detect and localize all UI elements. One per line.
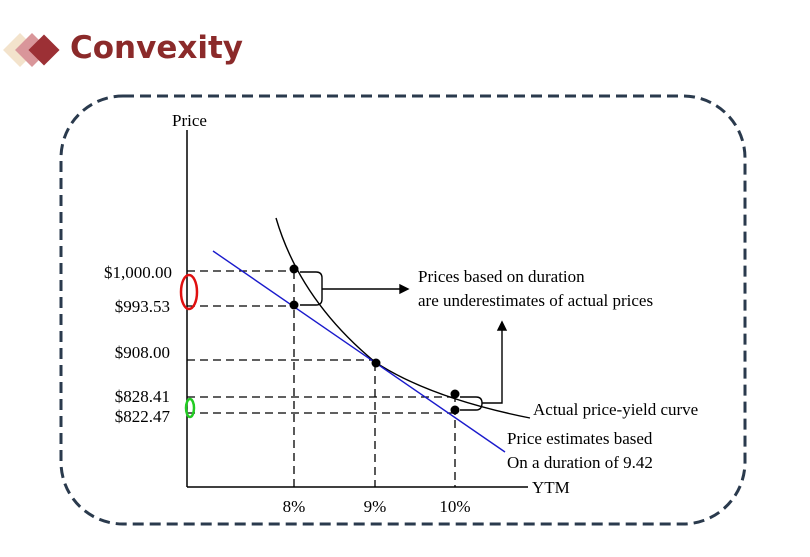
x-tick: 10% (439, 497, 470, 516)
dashed-frame (59, 94, 747, 526)
y-tick: $908.00 (115, 343, 170, 362)
y-tick: $828.41 (115, 387, 170, 406)
y-tick: $822.47 (115, 407, 171, 426)
y-tick: $993.53 (115, 297, 170, 316)
annotation-line-2: are underestimates of actual prices (418, 291, 653, 310)
data-points (289, 264, 460, 415)
red-highlight-ellipse (179, 273, 199, 311)
x-axis-label: YTM (532, 478, 570, 497)
y-tick-labels: $1,000.00 $993.53 $908.00 $828.41 $822.4… (104, 263, 172, 426)
line-label-1: Price estimates based (507, 429, 653, 448)
brackets-arrows (300, 271, 508, 411)
x-tick: 8% (283, 497, 306, 516)
line-label-2: On a duration of 9.42 (507, 453, 653, 472)
y-axis-label: Price (172, 111, 207, 130)
curve-label: Actual price-yield curve (533, 400, 698, 419)
green-highlight-ellipse (184, 397, 196, 419)
price-yield-curve (275, 217, 531, 419)
x-tick-labels: 8% 9% 10% (283, 497, 471, 516)
y-tick: $1,000.00 (104, 263, 172, 282)
logo-diamonds-icon (3, 33, 60, 67)
annotation-line-1: Prices based on duration (418, 267, 585, 286)
slide-title: Convexity (70, 30, 243, 66)
x-tick: 9% (364, 497, 387, 516)
duration-estimate-line (212, 250, 506, 453)
